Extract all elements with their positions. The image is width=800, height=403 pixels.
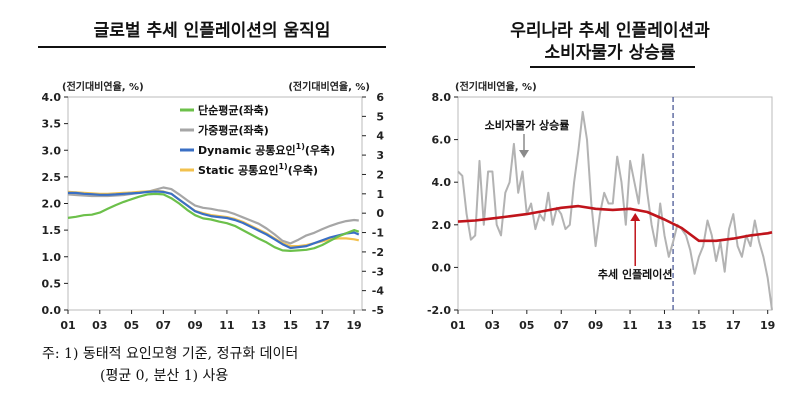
left-y-tick-label: 0.5: [42, 277, 62, 290]
right-x-tick-label: 17: [726, 319, 741, 332]
left-title-underline: [38, 46, 386, 48]
left-y2-tick-label: -3: [372, 265, 384, 278]
right-y-tick-label: 0.0: [432, 261, 452, 274]
right-series-line-1: [457, 204, 773, 243]
right-x-tick-label: 01: [450, 319, 465, 332]
right-annotation-trend: 추세 인플레이션: [598, 267, 673, 281]
left-x-tick-label: 07: [156, 319, 171, 332]
left-y2-tick-label: -5: [372, 304, 384, 317]
left-y2-tick-label: 0: [376, 207, 384, 220]
right-chart-title-line2: 소비자물가 상승률: [544, 43, 676, 63]
right-y-tick-label: -2.0: [427, 304, 451, 317]
left-series-line-0: [67, 192, 360, 252]
left-x-tick-label: 15: [283, 319, 298, 332]
right-chart-title-line1: 우리나라 추세 인플레이션과: [510, 21, 710, 41]
right-y-tick-label: 8.0: [432, 91, 452, 104]
left-y-tick-label: 3.0: [42, 144, 62, 157]
left-y-tick-label: 1.5: [42, 224, 62, 237]
left-chart-title: 글로벌 추세 인플레이션의 움직임: [93, 21, 331, 41]
left-legend-label: 단순평균(좌축): [198, 103, 269, 117]
right-x-tick-label: 03: [485, 319, 500, 332]
left-y2-tick-label: 3: [376, 149, 384, 162]
left-y2-tick-label: 1: [376, 188, 384, 201]
left-legend-label: 가중평균(좌축): [198, 123, 269, 137]
right-title-underline: [530, 66, 695, 68]
left-y-tick-label: 3.5: [42, 118, 62, 131]
right-x-tick-label: 13: [657, 319, 672, 332]
left-unit-label-left: (전기대비연율, %): [62, 80, 144, 93]
left-x-tick-label: 05: [124, 319, 139, 332]
right-y-tick-label: 4.0: [432, 176, 452, 189]
left-y2-tick-label: 2: [376, 168, 384, 181]
left-y2-tick-label: 5: [376, 110, 384, 123]
left-y-tick-label: 1.0: [42, 251, 62, 264]
right-x-tick-label: 07: [554, 319, 569, 332]
left-series-line-2: [68, 190, 360, 250]
footnote-line-2: (평균 0, 분산 1) 사용: [100, 368, 229, 384]
left-x-tick-label: 19: [346, 319, 361, 332]
right-y-tick-label: 2.0: [432, 219, 452, 232]
left-y-tick-label: 4.0: [42, 91, 62, 104]
left-y2-tick-label: -2: [372, 246, 384, 259]
left-y-tick-label: 2.0: [42, 198, 62, 211]
left-legend-label: Static 공통요인1)(우축): [198, 162, 318, 177]
left-x-tick-label: 01: [60, 319, 75, 332]
right-annotation-cpi-arrowhead: [519, 150, 529, 158]
right-annotation-trend-arrowhead: [630, 213, 641, 221]
left-y2-tick-label: 4: [376, 130, 384, 143]
left-x-tick-label: 03: [92, 319, 107, 332]
right-x-tick-label: 19: [760, 319, 775, 332]
left-series-line-1: [67, 186, 359, 245]
left-x-tick-label: 17: [315, 319, 330, 332]
left-x-tick-label: 11: [219, 319, 234, 332]
left-x-tick-label: 13: [251, 319, 266, 332]
left-y2-tick-label: -4: [372, 285, 385, 298]
right-plot-frame: [457, 96, 773, 311]
left-y2-tick-label: -1: [372, 227, 384, 240]
right-x-tick-label: 15: [691, 319, 706, 332]
right-x-tick-label: 11: [622, 319, 637, 332]
footnote-line-1: 주: 1) 동태적 요인모형 기준, 정규화 데이터: [42, 346, 299, 362]
left-x-tick-label: 09: [187, 319, 202, 332]
right-x-tick-label: 09: [588, 319, 603, 332]
left-y2-tick-label: 6: [376, 91, 384, 104]
left-unit-label-right: (전기대비연율, %): [288, 80, 370, 93]
left-legend-label: Dynamic 공통요인1)(우축): [198, 142, 335, 157]
right-x-tick-label: 05: [519, 319, 534, 332]
right-series-line-0: [457, 110, 773, 311]
left-y-tick-label: 0.0: [42, 304, 62, 317]
left-y-tick-label: 2.5: [42, 171, 62, 184]
right-y-tick-label: 6.0: [432, 134, 452, 147]
left-series-line-3: [67, 189, 360, 248]
right-unit-label: (전기대비연율, %): [455, 80, 537, 93]
right-annotation-cpi: 소비자물가 상승률: [485, 118, 570, 132]
